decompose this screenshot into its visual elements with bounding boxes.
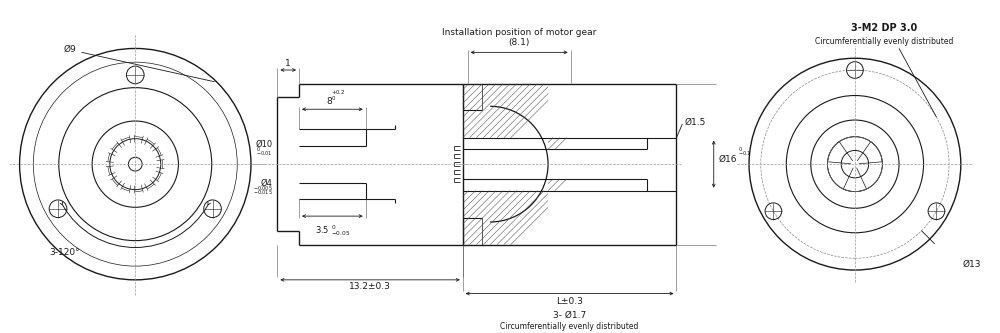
Text: Installation position of motor gear: Installation position of motor gear bbox=[442, 28, 596, 37]
Text: Ø16: Ø16 bbox=[719, 155, 737, 164]
Text: $^{0}_{-0.01}$: $^{0}_{-0.01}$ bbox=[256, 146, 273, 159]
Text: $^{-0.005}_{-0.015}$: $^{-0.005}_{-0.015}$ bbox=[253, 185, 273, 198]
Text: Ø13: Ø13 bbox=[963, 260, 981, 269]
Text: $^{+0.2}_{0}$: $^{+0.2}_{0}$ bbox=[331, 89, 345, 103]
Text: Circumferentially evenly distributed: Circumferentially evenly distributed bbox=[500, 322, 639, 331]
Text: Ø9: Ø9 bbox=[64, 45, 214, 82]
Text: Ø4: Ø4 bbox=[261, 179, 273, 188]
Text: Circumferentially evenly distributed: Circumferentially evenly distributed bbox=[815, 38, 954, 47]
Text: Ø1.5: Ø1.5 bbox=[684, 118, 706, 127]
Text: 3.5 $^{0}_{-0.05}$: 3.5 $^{0}_{-0.05}$ bbox=[315, 223, 350, 238]
Text: 3-120°: 3-120° bbox=[49, 248, 80, 257]
Text: $^{0}_{-0.1}$: $^{0}_{-0.1}$ bbox=[738, 146, 752, 159]
Text: 13.2±0.3: 13.2±0.3 bbox=[349, 282, 391, 291]
Text: 3-M2 DP 3.0: 3-M2 DP 3.0 bbox=[851, 23, 917, 33]
Text: 3- Ø1.7: 3- Ø1.7 bbox=[553, 311, 586, 320]
Text: L±0.3: L±0.3 bbox=[556, 297, 583, 306]
Text: (8.1): (8.1) bbox=[508, 38, 530, 47]
Text: 1: 1 bbox=[285, 59, 291, 68]
Text: 8: 8 bbox=[327, 97, 332, 106]
Text: Ø10: Ø10 bbox=[255, 140, 273, 149]
